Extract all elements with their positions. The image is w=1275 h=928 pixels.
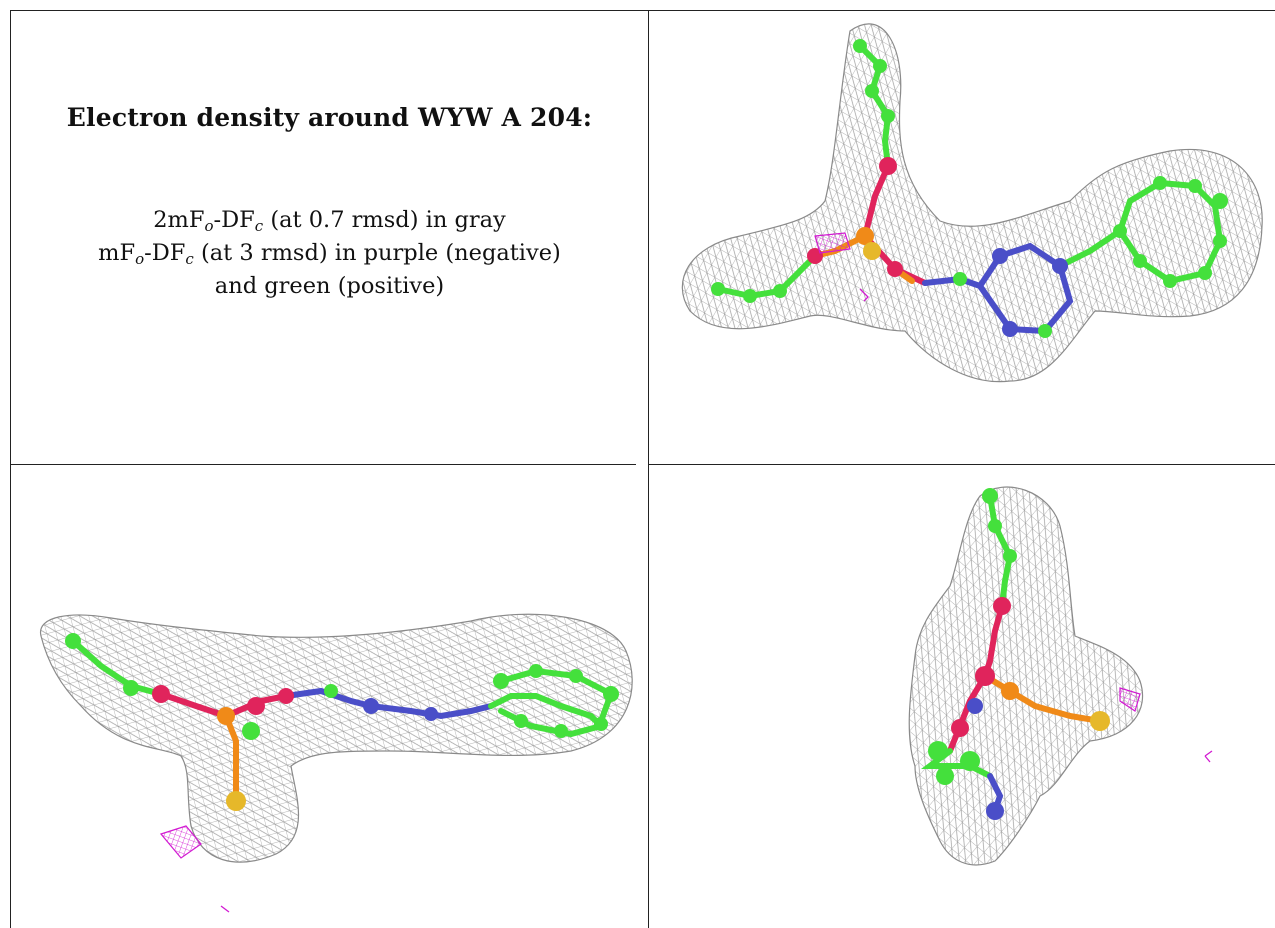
- middle-border-right: [648, 464, 1275, 465]
- density-render-top: [681, 23, 1263, 383]
- negative-density-blob: [814, 232, 851, 254]
- negative-density-blob: [1119, 687, 1141, 712]
- legend-line-positive: and green (positive): [214, 273, 445, 299]
- left-border: [10, 10, 11, 928]
- atoms-view2: [65, 633, 619, 811]
- atoms-view1: [711, 39, 1228, 338]
- middle-border-left: [10, 464, 636, 465]
- density-render-end: [908, 486, 1213, 866]
- mesh-density: [40, 613, 633, 863]
- legend-line-2mfo: 2mFo-DFc (at 0.7 rmsd) in gray: [153, 207, 506, 235]
- mesh-density: [908, 486, 1144, 866]
- caption-cell: Electron density around WYW A 204: 2mFo-…: [11, 11, 648, 463]
- top-border: [10, 10, 1275, 11]
- figure-heading: Electron density around WYW A 204:: [66, 103, 593, 132]
- figure-legend: 2mFo-DFc (at 0.7 rmsd) in gray mFo-DFc (…: [11, 204, 648, 303]
- density-view-side: [11, 466, 648, 928]
- atoms-view3: [928, 488, 1110, 820]
- density-view-top: [650, 11, 1274, 463]
- mesh-density: [681, 23, 1263, 383]
- negative-density-blob: [159, 825, 202, 859]
- center-border: [648, 10, 649, 928]
- density-render-side: [40, 613, 633, 913]
- legend-line-mfo: mFo-DFc (at 3 rmsd) in purple (negative): [98, 240, 561, 268]
- density-view-end: [650, 466, 1274, 928]
